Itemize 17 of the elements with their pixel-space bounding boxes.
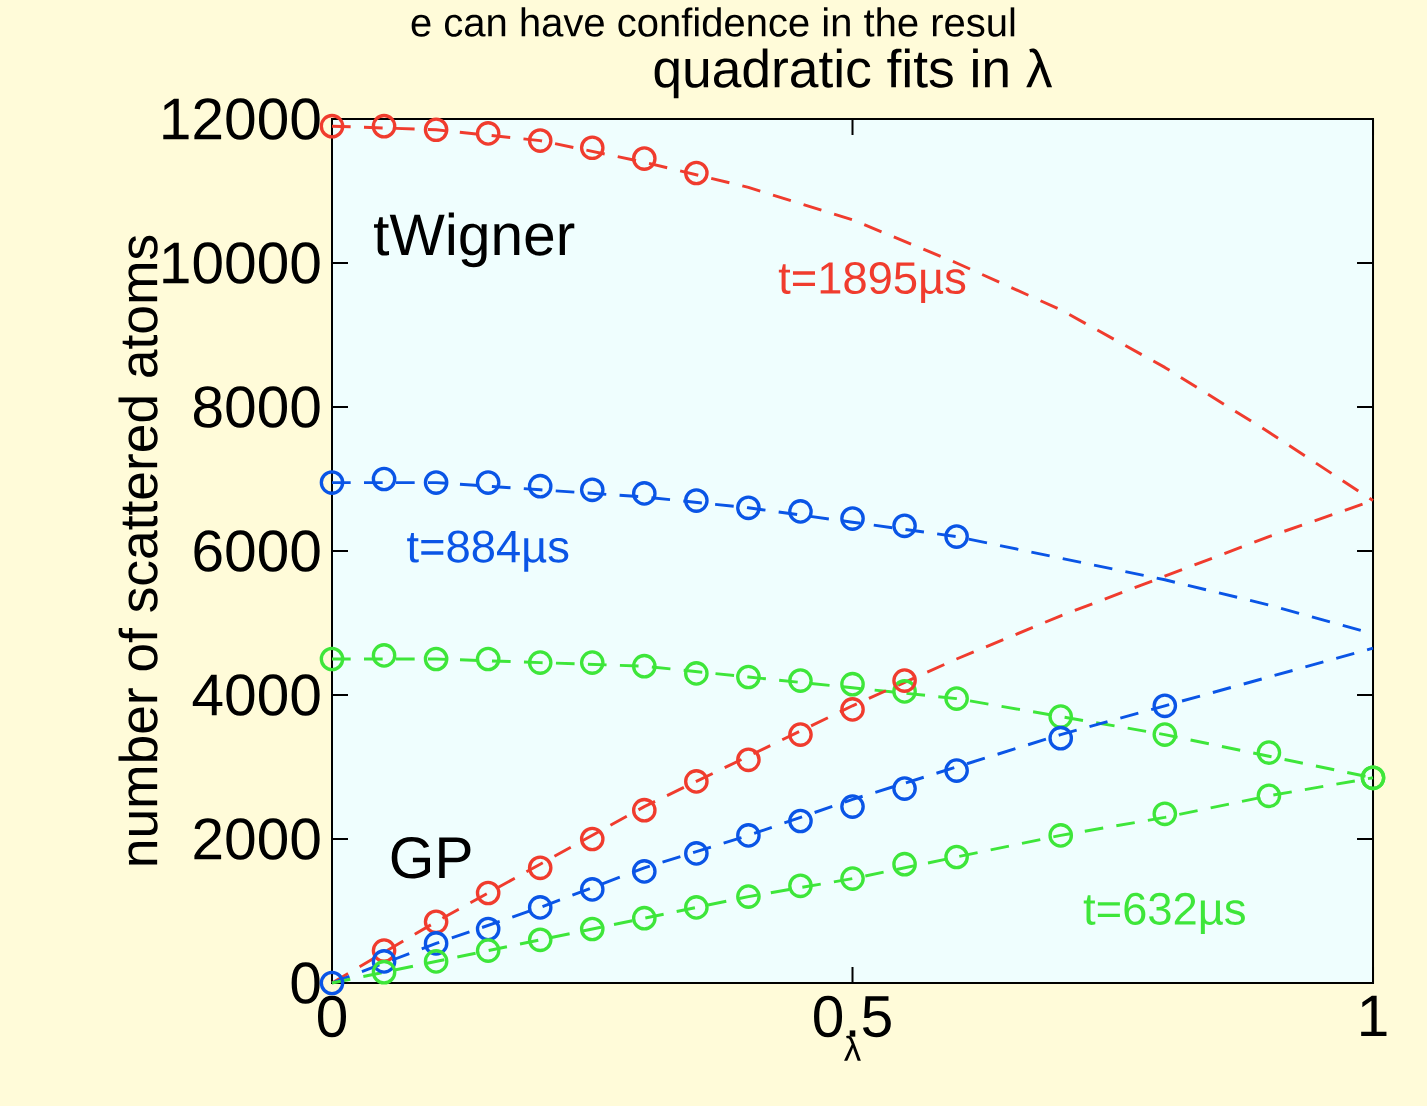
x-tick-label: 0: [317, 995, 347, 1038]
y-tick-label: 6000: [194, 530, 320, 572]
chart-title: quadratic fits in λ: [654, 48, 1053, 99]
y-tick-label: 2000: [194, 818, 320, 860]
y-tick-label: 10000: [163, 242, 320, 284]
annotation: tWigner: [374, 212, 575, 268]
y-tick-label: 12000: [163, 98, 320, 140]
annotation: GP: [391, 836, 471, 879]
series-label: t=1895µs: [778, 261, 966, 303]
series-label: t=884µs: [407, 530, 569, 572]
text: e can have confidence in the resul: [411, 7, 1015, 37]
y-tick-label: 8000: [194, 386, 320, 428]
y-axis-title: number of scattered atoms: [118, 235, 158, 865]
x-tick-label: 1: [1361, 995, 1387, 1037]
series-label: t=632µs: [1083, 892, 1245, 934]
y-tick-label: 0: [291, 962, 320, 1004]
y-tick-label: 4000: [192, 674, 320, 716]
